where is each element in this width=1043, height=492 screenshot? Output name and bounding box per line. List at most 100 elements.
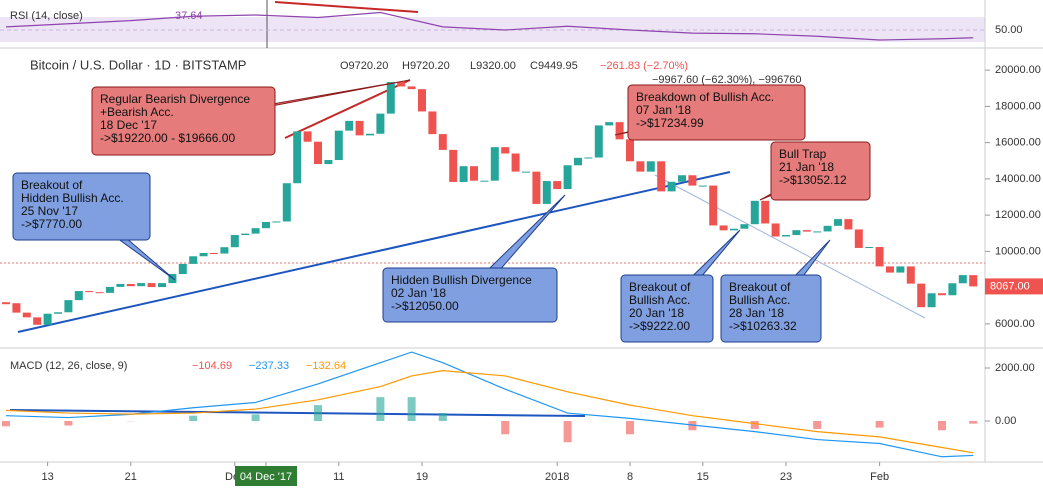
- candle-body: [854, 229, 863, 248]
- last-price-marker: [985, 278, 1043, 295]
- macd-histogram-bar: [938, 421, 946, 431]
- y-tick-label: 18000.00: [995, 100, 1041, 112]
- callout-box: [770, 141, 871, 201]
- callout-text: Breakout of: [21, 178, 83, 192]
- callout-text: Hidden Bullish Divergence: [391, 273, 532, 287]
- y-tick-label: 12000.00: [995, 209, 1041, 221]
- macd-title: MACD (12, 26, close, 9): [10, 360, 127, 372]
- candle-body: [594, 125, 603, 158]
- macd-histogram-bar: [189, 415, 198, 421]
- candle-body: [64, 300, 73, 313]
- chart-title: Bitcoin / U.S. Dollar · 1D · BITSTAMP: [30, 57, 246, 72]
- candle-body: [771, 223, 780, 237]
- callout-text: Bullish Acc.: [629, 293, 690, 307]
- macd-histogram-bar: [813, 421, 822, 429]
- candle-body: [407, 86, 416, 90]
- candle-body: [282, 183, 291, 222]
- ohlc-value: −261.83 (−2.70%): [600, 60, 688, 72]
- candle-body: [480, 180, 489, 182]
- macd-histogram-bar: [2, 421, 10, 427]
- x-highlight: [235, 466, 297, 486]
- x-tick-label: Feb: [870, 471, 889, 483]
- callout-box: [627, 84, 806, 141]
- candle-body: [563, 165, 572, 190]
- candle-body: [418, 89, 426, 112]
- macd-divergence-line: [9, 409, 586, 417]
- x-tick-label: 19: [416, 471, 428, 483]
- macd-histogram-bar: [969, 421, 978, 424]
- candle-body: [574, 157, 582, 166]
- candle-body: [896, 266, 905, 273]
- callout-text: ->$19220.00 - $19666.00: [100, 131, 235, 145]
- callout-text: 20 Jan '18: [629, 306, 684, 320]
- callout-text: Breakout of: [729, 280, 791, 294]
- ohlc-value: H9720.20: [402, 60, 450, 72]
- candle-body: [667, 181, 676, 192]
- callout-text: ->$12050.00: [391, 299, 459, 313]
- macd-line: [5, 370, 974, 454]
- candle-body: [865, 247, 874, 249]
- callout-text: Bullish Acc.: [729, 293, 790, 307]
- candle-body: [314, 141, 322, 165]
- candle-body: [834, 219, 842, 226]
- macd-histogram-bar: [626, 421, 634, 435]
- trend-line: [654, 174, 926, 319]
- candle-body: [501, 147, 510, 154]
- candle-body: [397, 82, 406, 87]
- candle-body: [74, 291, 83, 301]
- candle-body: [43, 313, 52, 325]
- candle-body: [823, 225, 832, 232]
- ohlc-value: L9320.00: [470, 60, 516, 72]
- candle-body: [262, 222, 270, 229]
- candle-body: [844, 219, 853, 230]
- candle-body: [210, 253, 218, 255]
- callout-text: 28 Jan '18: [729, 306, 784, 320]
- candle-body: [449, 149, 458, 182]
- candle-body: [761, 200, 770, 224]
- candle-body: [782, 235, 790, 237]
- candle-body: [376, 113, 385, 134]
- callout-text: Regular Bearish Divergence: [100, 92, 250, 106]
- callout-box: [12, 172, 151, 241]
- candle-body: [2, 302, 10, 305]
- x-tick-label: 13: [41, 471, 53, 483]
- candle-body: [750, 200, 759, 225]
- macd-histogram-bar: [407, 397, 416, 421]
- candle-body: [906, 266, 915, 284]
- ohlc-value: O9720.20: [340, 60, 388, 72]
- macd-histogram-bar: [688, 421, 697, 431]
- callout-text: 18 Dec '17: [100, 118, 157, 132]
- callout-box: [91, 86, 276, 156]
- x-tick-label: 21: [125, 471, 137, 483]
- rsi-title: RSI (14, close): [10, 10, 83, 22]
- candle-body: [958, 275, 967, 284]
- callout-box: [382, 267, 558, 323]
- macd-histogram-bar: [563, 421, 572, 443]
- candle-body: [532, 171, 541, 204]
- macd-tick-label: 0.00: [995, 415, 1016, 427]
- candle-body: [875, 247, 884, 267]
- macd-histogram-bar: [501, 421, 510, 435]
- candle-body: [698, 185, 707, 187]
- candle-body: [438, 134, 447, 150]
- x-tick-label: 15: [697, 471, 709, 483]
- candle-body: [459, 166, 468, 182]
- macd-reading: −104.69: [192, 360, 232, 372]
- macd-histogram-bar: [251, 414, 260, 421]
- y-tick-label: 10000.00: [995, 245, 1041, 257]
- x-tick-label: 04 Dec '17: [240, 471, 292, 483]
- candle-body: [137, 283, 146, 287]
- y-tick-label: 6000.00: [995, 318, 1035, 330]
- candle-body: [730, 228, 738, 231]
- candle-body: [199, 253, 208, 257]
- macd-histogram-bar: [750, 421, 759, 429]
- candle-body: [189, 256, 198, 264]
- candle-body: [813, 231, 822, 233]
- candle-body: [33, 317, 42, 325]
- candle-body: [178, 263, 187, 275]
- y-tick-label: 14000.00: [995, 173, 1041, 185]
- callout-text: Breakout of: [629, 280, 691, 294]
- candle-body: [740, 224, 749, 229]
- candle-body: [678, 175, 686, 182]
